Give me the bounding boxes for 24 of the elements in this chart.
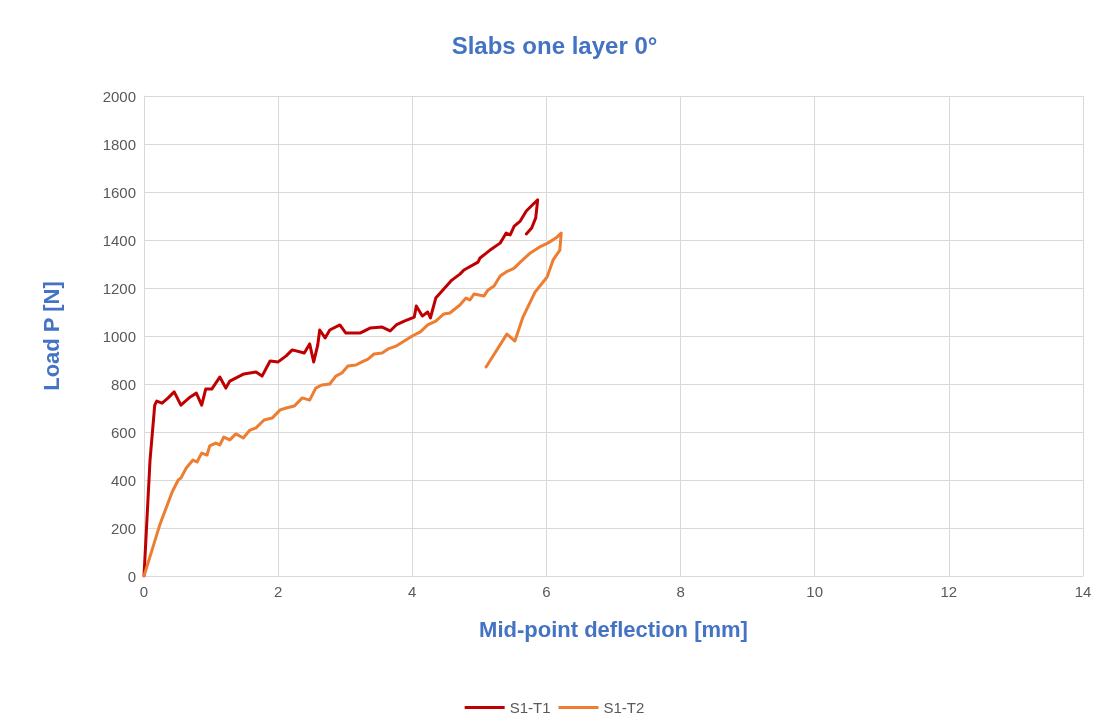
x-tick-label: 14	[1074, 583, 1092, 600]
y-axis-title: Load P [N]	[38, 281, 64, 391]
x-tick-label: 0	[139, 583, 149, 600]
y-tick-label: 400	[110, 471, 136, 489]
y-tick-label: 0	[127, 567, 136, 585]
x-tick-label: 8	[676, 583, 685, 600]
x-tick-label: 4	[408, 583, 417, 600]
y-tick-label: 800	[110, 375, 136, 393]
x-tick-label: 12	[940, 583, 958, 600]
y-tick-label: 600	[110, 423, 136, 441]
chart-title: Slabs one layer 0°	[451, 31, 658, 59]
x-axis-title: Mid-point deflection [mm]	[479, 616, 748, 642]
y-tick-label: 1200	[102, 279, 136, 297]
y-tick-label: 2000	[102, 87, 136, 105]
legend-label: S1-T2	[603, 699, 645, 716]
y-tick-label: 200	[110, 519, 136, 537]
x-tick-label: 2	[273, 583, 283, 600]
y-tick-label: 1600	[102, 183, 136, 201]
legend-label: S1-T1	[509, 699, 551, 716]
y-tick-label: 1000	[102, 327, 136, 345]
y-tick-label: 1800	[102, 135, 136, 153]
x-tick-label: 10	[806, 583, 824, 600]
x-tick-label: 6	[542, 583, 551, 600]
y-tick-label: 1400	[102, 231, 136, 249]
